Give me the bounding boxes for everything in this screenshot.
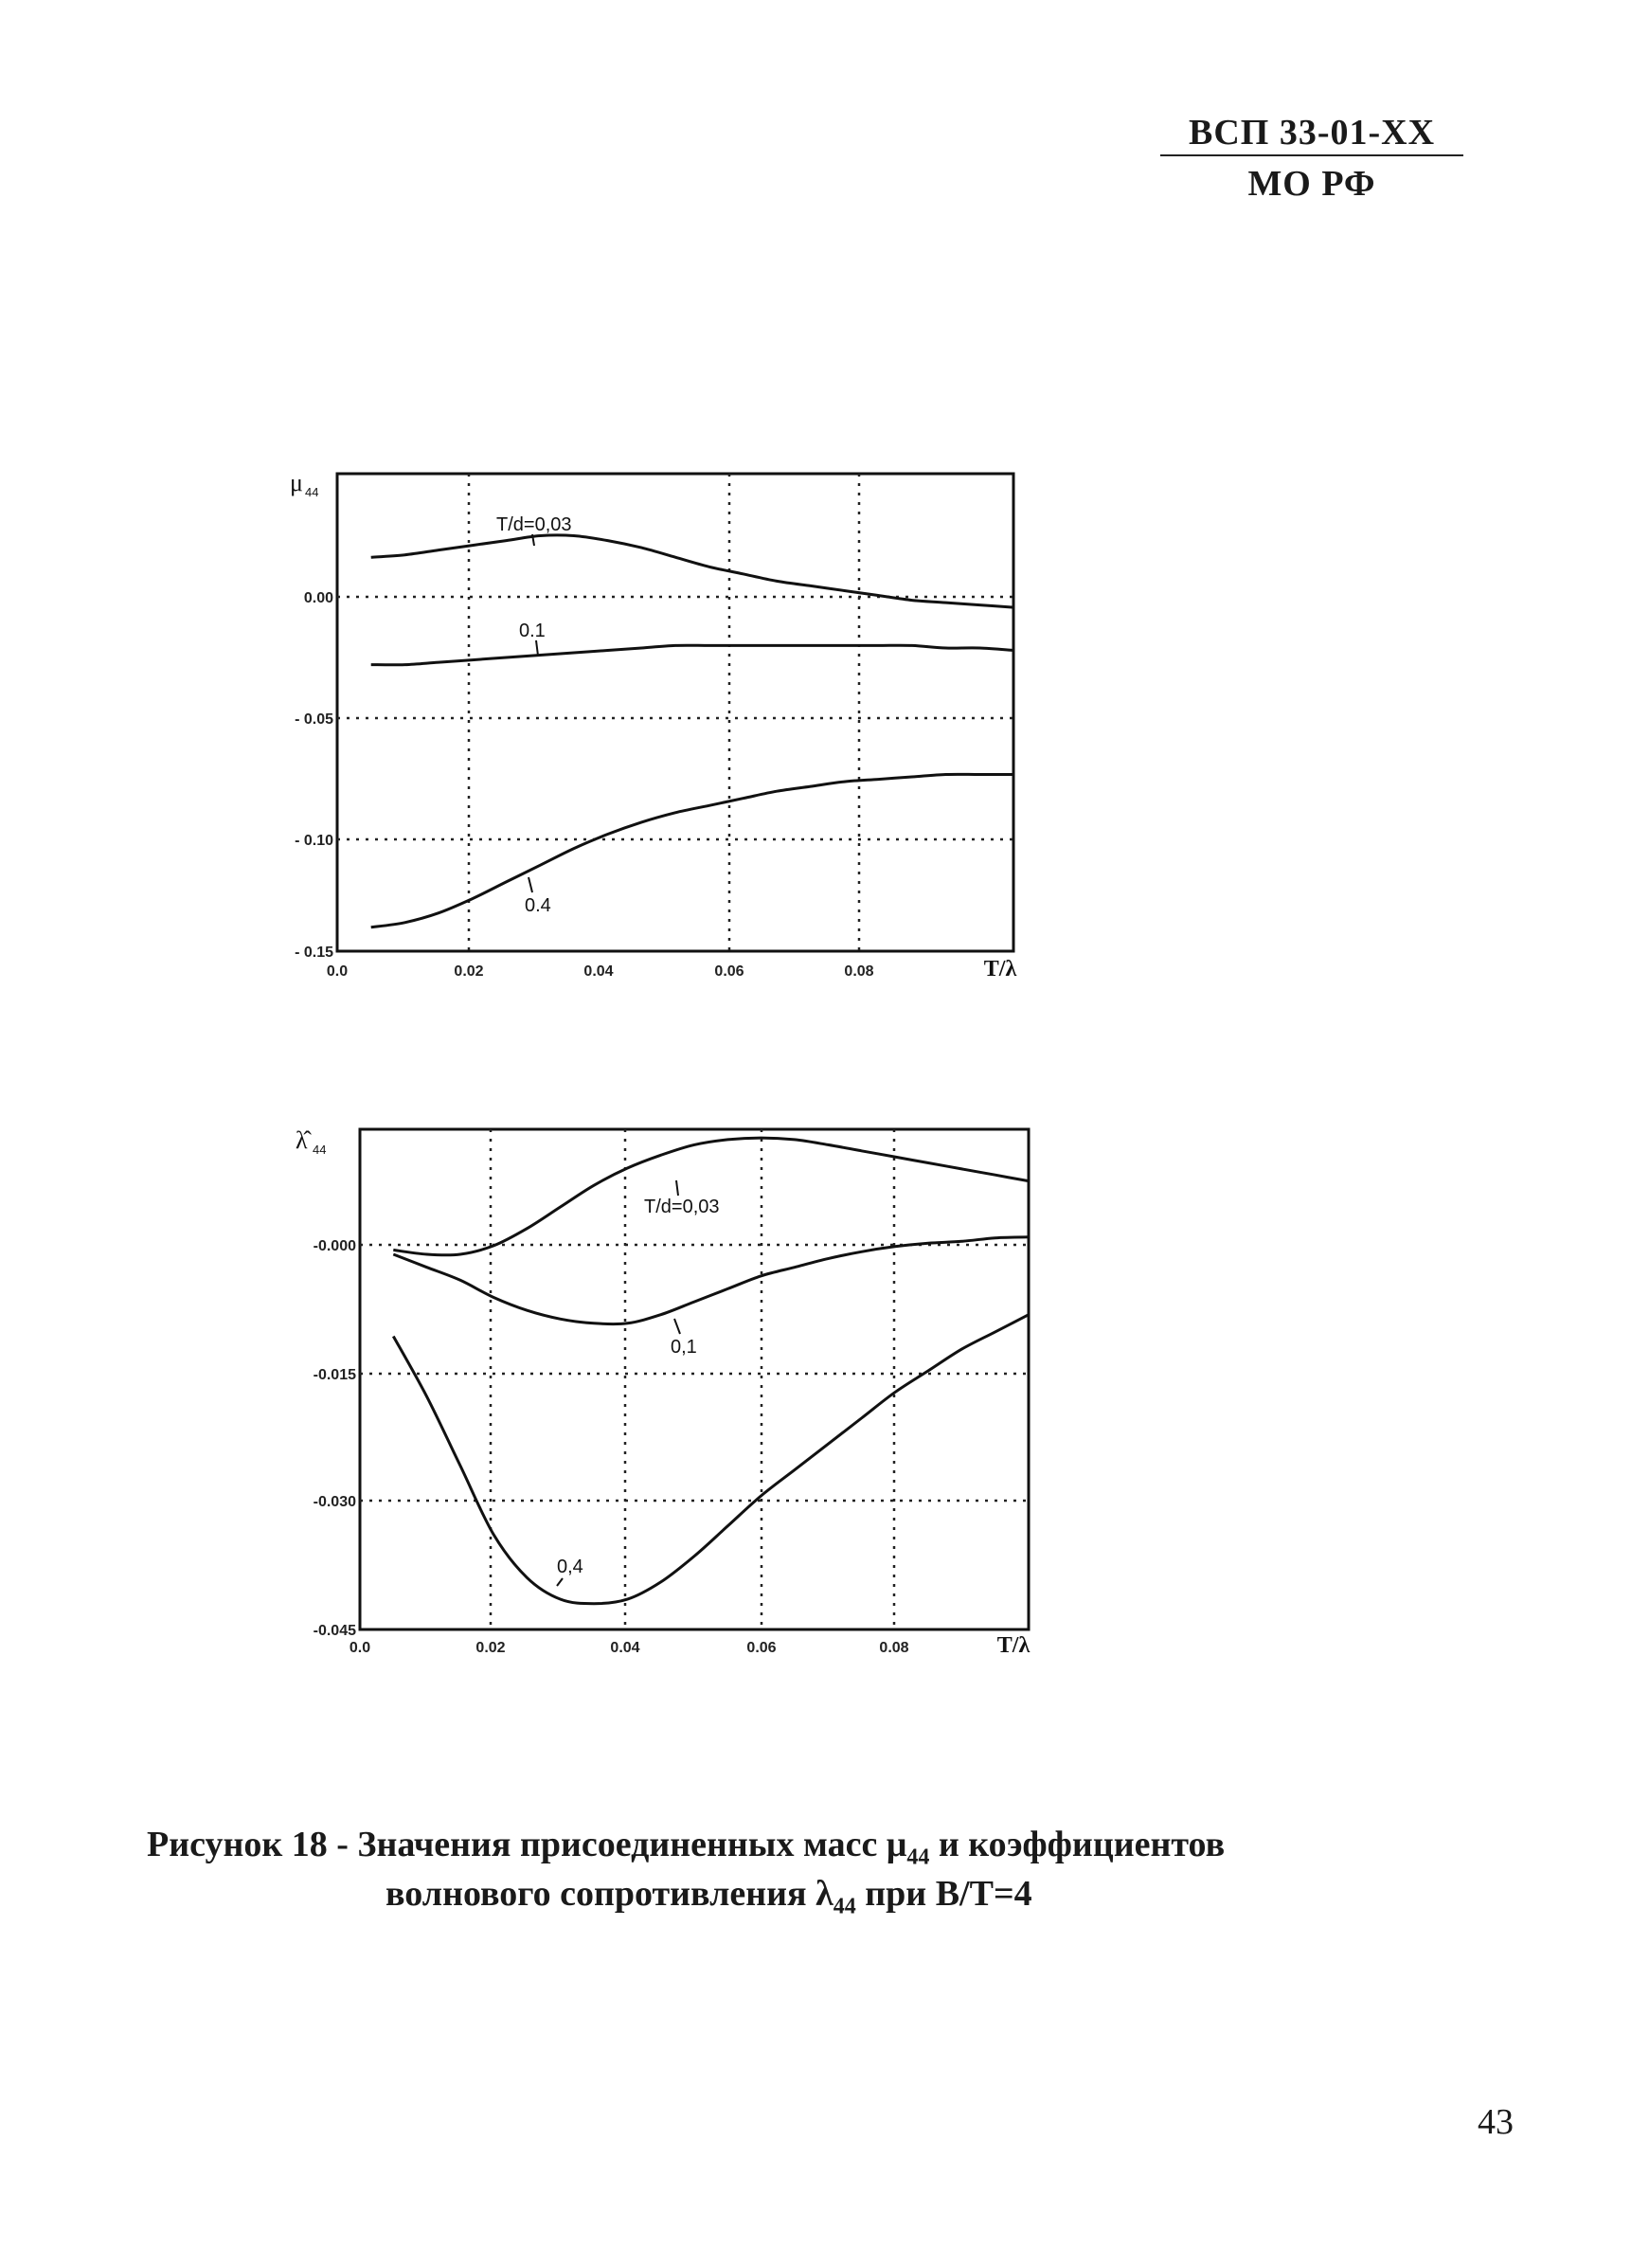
x-tick-label: 0.0 xyxy=(350,1640,370,1656)
caption-subscript: 44 xyxy=(906,1845,930,1870)
series-line-3 xyxy=(391,1313,1030,1606)
series-lines xyxy=(391,1136,1030,1606)
header-ministry: МО РФ xyxy=(1247,164,1376,204)
y-tick-label: -0.030 xyxy=(314,1494,356,1510)
y-tick-label: - 0.10 xyxy=(295,833,333,849)
annotation-label: 0,4 xyxy=(557,1557,583,1577)
y-axis-symbol: μ xyxy=(290,469,303,496)
chart-lambda44: λ̂ 44 -0.000 -0.015 -0.030 -0.045 0.0 0.… xyxy=(296,1126,1031,1658)
caption-line1-prefix: Рисунок 18 - Значения присоединенных мас… xyxy=(147,1825,907,1864)
x-tick-label: 0.0 xyxy=(327,963,348,980)
y-tick-labels: -0.000 -0.015 -0.030 -0.045 xyxy=(314,1238,356,1639)
x-tick-label: 0.06 xyxy=(714,963,744,980)
caption-line1-suffix: и коэффициентов xyxy=(929,1825,1226,1864)
y-tick-label: - 0.15 xyxy=(295,945,333,961)
annotation-label: T/d=0,03 xyxy=(644,1197,720,1217)
annotation-label: 0,1 xyxy=(671,1337,697,1358)
annotation-label: T/d=0,03 xyxy=(496,514,572,535)
figure-caption: Рисунок 18 - Значения присоединенных мас… xyxy=(147,1827,1473,1924)
plot-frame xyxy=(335,472,1015,953)
header-doc-code: ВСП 33-01-XX xyxy=(1188,113,1436,153)
x-tick-label: 0.04 xyxy=(583,963,613,980)
series-line-2 xyxy=(392,1235,1030,1326)
x-tick-label: 0.06 xyxy=(746,1640,776,1656)
caption-subscript: 44 xyxy=(833,1894,856,1919)
annotation-leader xyxy=(535,639,539,657)
x-tick-label: 0.02 xyxy=(475,1640,505,1656)
x-tick-labels: 0.0 0.02 0.04 0.06 0.08 T/λ xyxy=(350,1633,1031,1658)
y-axis-symbol: λ̂ xyxy=(296,1126,313,1154)
annotation-leader xyxy=(528,876,533,893)
annotation-label: 0.1 xyxy=(519,621,546,641)
annotation-leader xyxy=(531,533,535,547)
y-axis-subscript: 44 xyxy=(313,1143,326,1157)
series-lines xyxy=(370,533,1014,929)
y-axis-subscript: 44 xyxy=(305,485,318,499)
x-tick-label: 0.04 xyxy=(610,1640,639,1656)
x-tick-labels: 0.0 0.02 0.04 0.06 0.08 T/λ xyxy=(327,957,1017,981)
y-tick-label: 0.00 xyxy=(304,590,333,606)
y-tick-label: - 0.05 xyxy=(295,711,333,728)
x-tick-label: 0.08 xyxy=(879,1640,908,1656)
y-tick-label: -0.045 xyxy=(314,1623,356,1639)
grid xyxy=(337,474,1013,951)
x-axis-label: T/λ xyxy=(997,1633,1031,1658)
chart-mu44: μ 44 0.00 - 0.05 - 0.10 - 0.15 0.0 0.02 … xyxy=(290,469,1017,981)
x-tick-label: 0.08 xyxy=(844,963,873,980)
annotation-leader xyxy=(675,1179,679,1197)
series-line-2 xyxy=(370,643,1014,667)
caption-line2-prefix: волнового сопротивления λ xyxy=(385,1873,833,1914)
series-line-3 xyxy=(370,772,1013,929)
annotation-label: 0.4 xyxy=(525,895,551,916)
plot-frame xyxy=(358,1127,1031,1631)
caption-line2-suffix: при B/T=4 xyxy=(855,1873,1032,1914)
series-line-1 xyxy=(393,1136,1030,1257)
page-number: 43 xyxy=(1478,2102,1514,2142)
curve-annotations: T/d=0,03 0,1 0,4 xyxy=(556,1179,720,1587)
annotation-leader xyxy=(556,1577,564,1587)
annotation-leader xyxy=(673,1318,681,1335)
curve-annotations: T/d=0,03 0.1 0.4 xyxy=(496,514,572,916)
y-tick-label: -0.000 xyxy=(314,1238,356,1254)
grid xyxy=(360,1129,1029,1629)
x-tick-label: 0.02 xyxy=(454,963,483,980)
series-line-1 xyxy=(370,533,1014,609)
x-axis-label: T/λ xyxy=(984,957,1017,981)
header-divider xyxy=(1160,154,1463,156)
y-tick-label: -0.015 xyxy=(314,1367,356,1383)
y-tick-labels: 0.00 - 0.05 - 0.10 - 0.15 xyxy=(295,590,333,961)
